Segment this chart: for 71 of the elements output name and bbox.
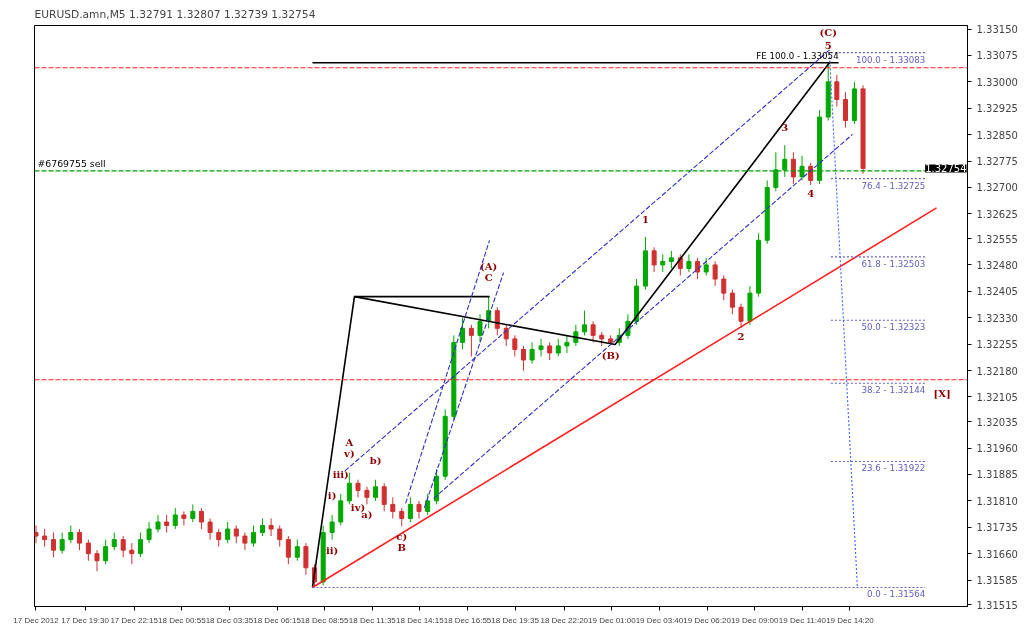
y-tick-label: 1.32925 bbox=[976, 103, 1018, 115]
x-tick-label: 18 Dec 11:35 bbox=[348, 615, 397, 625]
y-tick-label: 1.33000 bbox=[976, 76, 1018, 88]
x-tick-label: 18 Dec 03:35 bbox=[205, 615, 254, 625]
x-tick-label: 19 Dec 06:20 bbox=[683, 615, 732, 625]
x-tick-label: 19 Dec 03:40 bbox=[635, 615, 684, 625]
chart-title: EURUSD.amn,M5 1.32791 1.32807 1.32739 1.32754 bbox=[34, 7, 316, 21]
series-label: 38.2 - 1.32144 bbox=[861, 385, 926, 396]
x-tick-label: 18 Dec 14:15 bbox=[396, 615, 445, 625]
annotation: c) bbox=[396, 531, 408, 543]
annotation: ii) bbox=[325, 544, 339, 556]
y-tick-label: 1.32700 bbox=[976, 182, 1018, 194]
y-tick-label: 1.32105 bbox=[976, 391, 1018, 403]
annotation: A bbox=[344, 436, 354, 448]
y-tick-label: 1.32255 bbox=[976, 339, 1018, 351]
x-tick-label: 18 Dec 16:55 bbox=[443, 615, 492, 625]
series-label: 23.6 - 1.31922 bbox=[861, 463, 926, 474]
series-label: 61.8 - 1.32503 bbox=[861, 258, 926, 269]
y-tick-label: 1.31735 bbox=[976, 522, 1018, 534]
annotation: 1.32754 bbox=[925, 163, 967, 175]
x-tick-label: 17 Dec 2012 bbox=[13, 615, 60, 625]
annotation: 2 bbox=[737, 330, 745, 342]
ref-line-label: #6769755 sell bbox=[37, 157, 106, 169]
y-tick-label: 1.32850 bbox=[976, 129, 1018, 141]
annotation: (C) bbox=[819, 26, 837, 38]
x-tick-label: 18 Dec 00:55 bbox=[158, 615, 207, 625]
annotation: v) bbox=[343, 447, 355, 459]
annotation: (B) bbox=[601, 349, 620, 361]
series-label: 50.0 - 1.32323 bbox=[861, 322, 926, 333]
x-tick-label: 19 Dec 14:20 bbox=[826, 615, 875, 625]
y-tick-label: 1.32480 bbox=[976, 259, 1018, 271]
annotation: 3 bbox=[781, 122, 789, 134]
annotation: B bbox=[397, 542, 406, 554]
y-tick-label: 1.32625 bbox=[976, 208, 1018, 220]
x-tick-label: 19 Dec 09:00 bbox=[730, 615, 780, 625]
y-tick-label: 1.31885 bbox=[976, 469, 1018, 481]
annotation: b) bbox=[369, 454, 382, 466]
series-label: FE 100.0 - 1.33054 bbox=[756, 50, 840, 61]
annotation: 5 bbox=[824, 39, 832, 51]
y-tick-label: 1.32405 bbox=[976, 286, 1018, 298]
y-tick-label: 1.33075 bbox=[976, 50, 1018, 62]
annotation: iii) bbox=[332, 468, 349, 480]
annotation: i) bbox=[327, 489, 337, 501]
y-tick-label: 1.32180 bbox=[976, 365, 1018, 377]
series-label: 100.0 - 1.33083 bbox=[856, 54, 926, 65]
y-tick-label: 1.31585 bbox=[976, 575, 1018, 587]
x-tick-label: 18 Dec 06:15 bbox=[253, 615, 302, 625]
y-tick-label: 1.32775 bbox=[976, 156, 1018, 168]
annotation: 1 bbox=[642, 213, 649, 225]
x-tick-label: 18 Dec 19:35 bbox=[491, 615, 540, 625]
y-tick-label: 1.32330 bbox=[976, 312, 1018, 324]
y-tick-label: 1.31660 bbox=[976, 548, 1018, 560]
annotation: 4 bbox=[807, 188, 815, 200]
x-tick-label: 17 Dec 22:15 bbox=[110, 615, 159, 625]
x-tick-label: 19 Dec 11:40 bbox=[778, 615, 827, 625]
x-tick-label: 18 Dec 08:55 bbox=[300, 615, 350, 625]
x-tick-label: 18 Dec 22:20 bbox=[540, 615, 589, 625]
y-tick-label: 1.33150 bbox=[976, 24, 1018, 36]
y-tick-label: 1.32035 bbox=[976, 416, 1018, 428]
series-label: 0.0 - 1.31564 bbox=[867, 589, 926, 600]
x-tick-label: 19 Dec 01:00 bbox=[588, 615, 637, 625]
y-tick-label: 1.32555 bbox=[976, 233, 1018, 245]
annotation: C bbox=[484, 271, 493, 283]
annotation: [X] bbox=[933, 388, 951, 400]
x-tick-label: 17 Dec 19:30 bbox=[61, 615, 110, 625]
series-label: 76.4 - 1.32725 bbox=[861, 180, 926, 191]
annotation: iv) bbox=[350, 502, 366, 514]
annotation: (A) bbox=[480, 260, 498, 272]
y-tick-label: 1.31515 bbox=[976, 599, 1018, 611]
y-tick-label: 1.31960 bbox=[976, 443, 1018, 455]
y-tick-label: 1.31810 bbox=[976, 495, 1018, 507]
